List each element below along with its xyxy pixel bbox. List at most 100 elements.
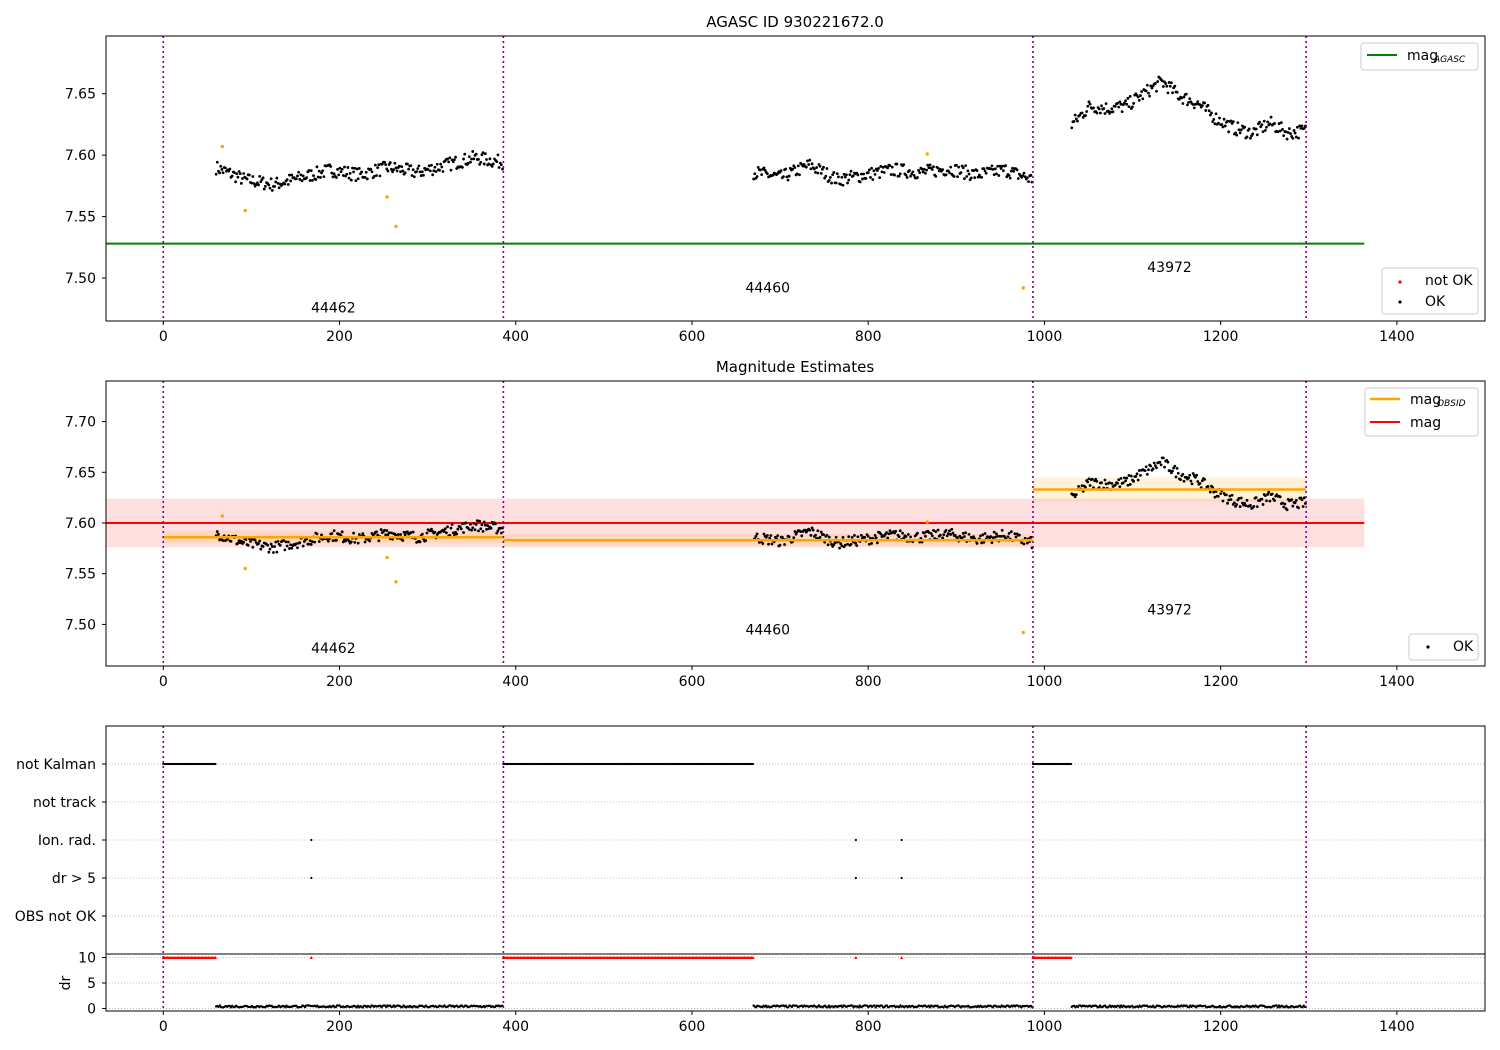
ok-point xyxy=(1080,111,1084,115)
y-tick-label: 7.60 xyxy=(65,148,96,164)
ok-point xyxy=(330,171,334,175)
dr-low-point xyxy=(928,1006,932,1009)
ok-point xyxy=(902,163,906,167)
ok-point xyxy=(1182,479,1186,483)
ok-point xyxy=(284,540,288,544)
ok-point xyxy=(1005,175,1009,179)
ok-point xyxy=(491,162,495,166)
ok-point xyxy=(866,534,870,538)
ok-point xyxy=(1007,174,1011,177)
ok-point xyxy=(449,168,453,172)
ok-point xyxy=(369,167,373,171)
ok-point xyxy=(959,171,963,174)
ok-point xyxy=(1164,82,1168,86)
ok-point xyxy=(1158,460,1162,464)
ok-point xyxy=(278,543,282,547)
ok-point xyxy=(1266,493,1270,496)
ok-point xyxy=(455,532,459,536)
ok-point xyxy=(942,533,946,537)
ok-point xyxy=(932,165,935,169)
ok-point xyxy=(356,177,360,181)
ok-point xyxy=(753,172,757,176)
ok-point xyxy=(1153,464,1157,468)
ok-point xyxy=(1290,498,1294,502)
ok-point xyxy=(1270,492,1274,496)
dr-low-point xyxy=(942,1006,945,1009)
flag-row-label: not Kalman xyxy=(16,757,96,773)
ok-point xyxy=(782,175,785,179)
ok-point xyxy=(368,539,372,543)
ok-point xyxy=(1077,484,1081,488)
ok-point xyxy=(1255,133,1259,137)
ok-point xyxy=(1184,92,1188,96)
dr-high-marker xyxy=(751,955,755,959)
ok-point xyxy=(1118,485,1122,489)
ok-point xyxy=(377,163,381,167)
ok-point xyxy=(888,164,892,168)
dr-low-point xyxy=(898,1005,901,1009)
ok-point xyxy=(1243,501,1247,505)
y-tick-label: 7.65 xyxy=(65,465,96,481)
ok-point xyxy=(1135,472,1139,476)
ok-point xyxy=(250,537,254,541)
ok-point xyxy=(1026,541,1029,545)
ok-point xyxy=(819,171,823,175)
x-tick-label: 200 xyxy=(326,674,353,690)
ok-point xyxy=(995,532,998,536)
ok-point xyxy=(435,162,439,166)
ok-point xyxy=(246,543,250,547)
ok-point xyxy=(1159,463,1163,467)
ok-point xyxy=(1186,103,1189,107)
ok-point xyxy=(305,176,309,180)
not-ok-point xyxy=(243,208,247,213)
ok-point xyxy=(1247,127,1251,131)
ok-point xyxy=(1265,125,1268,129)
ok-point xyxy=(283,182,287,186)
ok-point xyxy=(1226,119,1229,123)
ok-point xyxy=(376,166,380,170)
ok-point xyxy=(307,169,311,172)
ok-point xyxy=(418,540,422,544)
ok-point xyxy=(1125,102,1129,106)
ok-point xyxy=(471,150,475,153)
ok-point xyxy=(1145,83,1149,87)
ok-point xyxy=(487,162,491,166)
ok-point xyxy=(475,519,479,523)
ok-point xyxy=(300,179,304,183)
ok-point xyxy=(474,523,478,526)
ok-point xyxy=(776,534,780,538)
ok-point xyxy=(787,174,791,178)
ok-point xyxy=(859,533,863,537)
ok-point xyxy=(1148,94,1152,98)
ok-point xyxy=(837,175,840,179)
ok-point xyxy=(1116,481,1119,485)
ok-point xyxy=(257,542,260,545)
ok-point xyxy=(336,168,339,171)
not-ok-point xyxy=(394,224,398,229)
ok-point xyxy=(315,532,319,536)
ok-point xyxy=(761,542,765,545)
ok-point xyxy=(756,166,760,169)
ok-point xyxy=(834,181,838,185)
ok-point xyxy=(387,531,391,535)
ok-point xyxy=(286,183,290,186)
ok-point xyxy=(845,173,848,177)
ok-point xyxy=(885,531,888,534)
ok-point xyxy=(786,178,790,182)
ok-point xyxy=(859,172,863,176)
ok-point xyxy=(925,168,929,172)
ok-point xyxy=(1029,173,1033,177)
ok-point xyxy=(415,170,419,173)
ok-point xyxy=(386,169,390,173)
ok-point xyxy=(416,167,420,170)
ok-point xyxy=(1228,494,1232,498)
ok-point xyxy=(981,533,985,537)
flag-point xyxy=(214,762,217,766)
ok-point xyxy=(999,534,1003,538)
ok-point xyxy=(478,519,482,523)
ok-point xyxy=(881,165,885,169)
not-ok-point xyxy=(243,566,247,571)
ok-point xyxy=(902,536,906,540)
ok-point xyxy=(420,170,424,174)
ok-point xyxy=(1023,175,1027,179)
